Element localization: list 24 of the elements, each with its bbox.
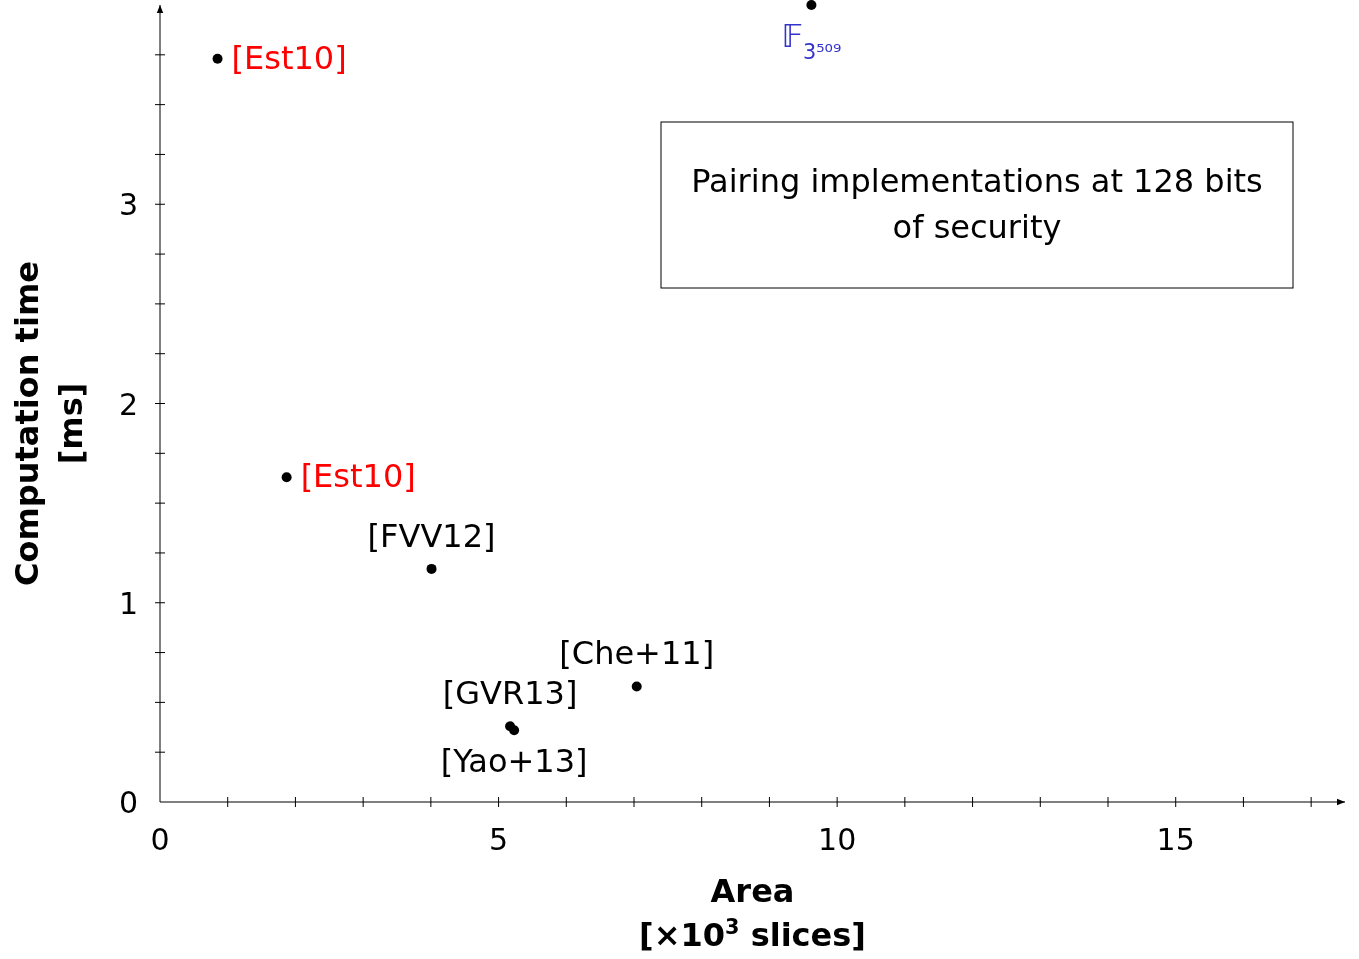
point (509, 725, 520, 736)
x-axis-title: Area [×10$^{3}$ slices] (639, 872, 866, 954)
annotation: [Che+11] (559, 634, 715, 673)
x-tick-label: 5 (489, 822, 509, 857)
x-tick-label: 0 (150, 822, 170, 857)
point (426, 563, 437, 574)
x-tick-label: 15 (1156, 822, 1195, 857)
x-tick-label: 10 (818, 822, 857, 857)
annotation: Pairing implementations at 128 bits of security (691, 162, 1263, 246)
annotation: [Est10] (231, 38, 347, 77)
y-tick-label: 3 (118, 187, 138, 223)
annotation: [Yao+13] (440, 742, 588, 781)
y-tick-label: 2 (118, 386, 138, 422)
point (281, 472, 292, 483)
point (631, 681, 642, 692)
point (806, 0, 817, 10)
y-tick-label: 0 (118, 785, 138, 820)
y-axis-title: Computation time [ms] (8, 261, 90, 586)
annotation: [Est10] (300, 457, 416, 496)
y-tick-label: 1 (118, 585, 138, 621)
point (212, 53, 223, 64)
annotation: 𝔽$_{3⁵⁰⁹}$ (781, 17, 842, 64)
annotation: [FVV12] (367, 516, 496, 555)
annotation: [GVR13] (442, 674, 578, 713)
